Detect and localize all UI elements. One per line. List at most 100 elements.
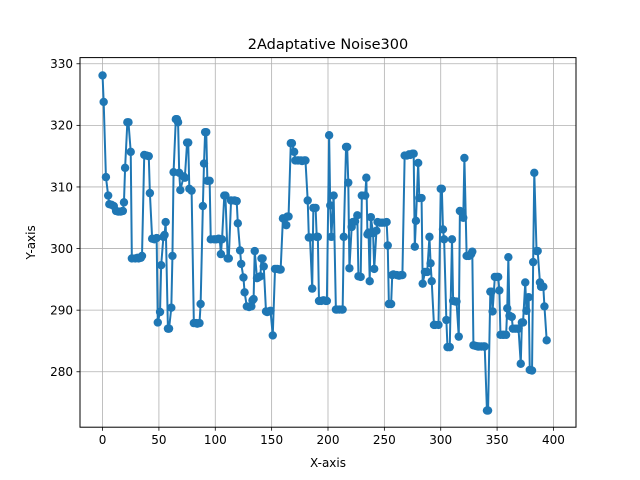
data-point — [539, 282, 548, 291]
data-point — [427, 277, 436, 286]
data-point — [410, 242, 419, 251]
data-point — [411, 216, 421, 226]
data-point — [282, 220, 291, 230]
data-point — [518, 318, 528, 327]
data-point — [180, 173, 190, 182]
x-axis-label: X-axis — [310, 456, 346, 470]
data-point — [232, 196, 241, 206]
data-point — [409, 149, 418, 158]
data-point — [322, 296, 332, 306]
y-axis-label: Y-axis — [24, 225, 38, 260]
data-point — [153, 318, 162, 327]
x-tick-label: 300 — [429, 433, 452, 447]
data-point — [329, 191, 338, 200]
data-point — [495, 286, 504, 295]
data-point — [468, 247, 477, 256]
data-point — [370, 264, 379, 274]
y-tick-label: 330 — [50, 57, 73, 71]
data-point — [488, 307, 497, 316]
data-point — [161, 217, 170, 227]
x-tick-label: 150 — [260, 433, 283, 447]
data-point — [386, 299, 396, 309]
data-point — [126, 147, 135, 157]
data-point — [530, 168, 539, 177]
data-point — [344, 178, 353, 187]
data-point — [202, 127, 211, 137]
data-point — [167, 303, 176, 312]
data-point — [98, 71, 107, 80]
data-point — [303, 196, 312, 205]
data-point — [417, 193, 426, 203]
data-point — [516, 359, 525, 368]
data-point — [528, 257, 538, 267]
data-point — [249, 294, 258, 304]
data-point — [459, 213, 468, 222]
data-point — [327, 232, 336, 242]
data-point — [514, 324, 523, 333]
data-point — [259, 262, 268, 271]
data-point — [184, 138, 193, 147]
data-point — [487, 287, 496, 296]
data-point — [176, 185, 185, 195]
data-point — [521, 278, 530, 287]
data-point — [423, 267, 432, 277]
x-tick-label: 100 — [204, 433, 227, 447]
data-point — [276, 265, 285, 274]
data-point — [221, 191, 230, 200]
data-point — [152, 233, 161, 243]
data-point — [326, 201, 335, 210]
data-point — [345, 264, 354, 273]
x-tick-label: 200 — [317, 433, 340, 447]
series-layer — [98, 71, 551, 415]
data-point — [365, 277, 374, 286]
data-point — [437, 184, 447, 194]
data-point — [205, 176, 214, 185]
data-point — [119, 198, 129, 207]
data-point — [533, 246, 542, 256]
y-tick-label: 320 — [50, 119, 73, 133]
data-point — [284, 212, 293, 221]
data-point — [366, 212, 376, 222]
data-point — [239, 273, 248, 282]
data-point — [372, 226, 381, 235]
data-point — [522, 306, 531, 315]
data-point — [507, 312, 516, 322]
data-point — [418, 279, 427, 288]
data-point — [483, 406, 493, 415]
data-point — [452, 297, 461, 306]
data-point — [301, 156, 310, 165]
data-point — [542, 336, 551, 345]
data-point — [442, 315, 451, 325]
y-tick-label: 280 — [50, 365, 73, 379]
data-point — [356, 272, 365, 282]
data-point — [233, 219, 243, 228]
data-point — [426, 259, 435, 268]
data-point — [540, 302, 549, 311]
data-point — [124, 118, 133, 127]
data-point — [324, 131, 334, 140]
data-point — [305, 233, 315, 242]
x-tick-label: 50 — [151, 433, 166, 447]
data-point — [250, 246, 259, 256]
data-point — [447, 235, 457, 244]
data-point — [289, 147, 299, 157]
data-point — [199, 159, 209, 168]
data-point — [173, 118, 183, 127]
axis-ticks: 0 50 100 150 200 250 300 350 400 280 290 300 310 320 3… — [50, 57, 565, 447]
data-point — [313, 232, 323, 242]
data-point — [524, 293, 533, 302]
data-point — [342, 142, 352, 152]
data-point — [168, 251, 177, 261]
x-tick-label: 400 — [542, 433, 565, 447]
data-point — [266, 306, 275, 315]
data-point — [237, 259, 246, 269]
data-point — [144, 151, 153, 161]
data-point — [439, 235, 449, 244]
data-point — [145, 188, 155, 198]
data-point — [287, 139, 297, 148]
data-point — [198, 201, 208, 211]
data-point — [240, 288, 249, 297]
data-point — [120, 163, 130, 173]
data-point — [361, 191, 370, 200]
data-point — [413, 158, 423, 168]
